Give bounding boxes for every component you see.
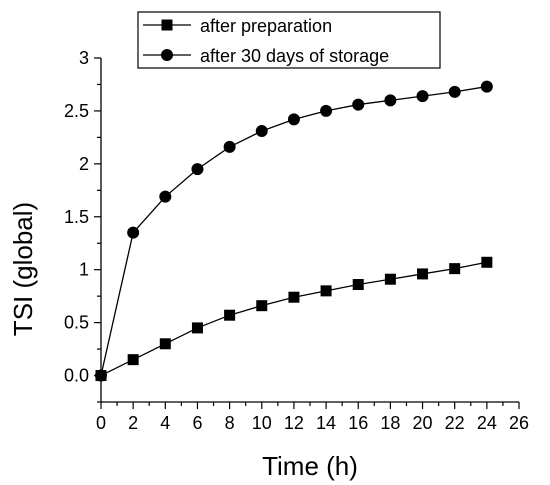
x-tick-label: 12 — [284, 413, 304, 433]
data-point-circle — [255, 125, 268, 138]
data-point-circle — [159, 190, 172, 203]
data-point-square — [224, 309, 236, 321]
y-tick-label: 3 — [79, 48, 89, 68]
data-point-circle — [223, 140, 236, 153]
data-point-square — [288, 291, 300, 303]
data-point-square — [159, 338, 171, 350]
series-line-2 — [100, 85, 487, 376]
legend-box — [137, 11, 441, 69]
y-tick-label: 0.0 — [64, 366, 89, 386]
x-tick-label: 20 — [413, 413, 433, 433]
x-tick-label: 16 — [348, 413, 368, 433]
data-point-square — [256, 300, 268, 312]
y-tick-label: 2.5 — [64, 101, 89, 121]
x-tick-label: 22 — [445, 413, 465, 433]
data-point-circle — [352, 98, 365, 111]
legend-marker-square — [161, 19, 173, 31]
y-tick-label: 1 — [79, 260, 89, 280]
data-point-square — [384, 273, 396, 285]
data-point-circle — [191, 163, 204, 176]
data-point-circle — [480, 80, 493, 93]
x-tick-label: 10 — [252, 413, 272, 433]
data-point-square — [449, 263, 461, 275]
data-point-circle — [416, 90, 429, 103]
axes: 0 2 4 6 8 10 12 14 16 18 20 22 24 260.00.511.522.53 — [64, 48, 529, 433]
series-line-1 — [100, 261, 487, 377]
y-tick-label: 2 — [79, 154, 89, 174]
x-tick-label: 26 — [509, 413, 529, 433]
legend-marker-circle — [161, 49, 173, 61]
legend: after preparation after 30 days of stora… — [137, 11, 441, 69]
x-tick-label: 2 — [128, 413, 138, 433]
x-tick-label: 24 — [477, 413, 497, 433]
x-tick-label: 4 — [160, 413, 170, 433]
x-tick-label: 8 — [225, 413, 235, 433]
x-axis-title: Time (h) — [262, 451, 358, 481]
y-axis-title: TSI (global) — [8, 202, 38, 336]
data-point-circle — [127, 226, 140, 239]
data-point-circle — [287, 113, 300, 126]
data-point-circle — [448, 85, 461, 98]
x-tick-label: 14 — [316, 413, 336, 433]
series-area — [95, 80, 493, 382]
legend-label-series-1: after preparation — [200, 16, 332, 36]
data-point-square — [127, 354, 139, 366]
data-point-square — [417, 268, 429, 280]
data-point-square — [320, 285, 332, 297]
data-point-square — [481, 256, 493, 268]
x-tick-label: 6 — [192, 413, 202, 433]
y-tick-label: 0.5 — [64, 313, 89, 333]
data-point-circle — [384, 94, 397, 107]
legend-label-series-2: after 30 days of storage — [200, 46, 389, 66]
data-point-circle — [95, 369, 107, 382]
x-tick-label: 0 — [96, 413, 106, 433]
data-point-square — [191, 322, 203, 334]
data-point-circle — [320, 104, 333, 117]
x-tick-label: 18 — [380, 413, 400, 433]
data-point-square — [352, 279, 364, 291]
y-tick-label: 1.5 — [64, 207, 89, 227]
